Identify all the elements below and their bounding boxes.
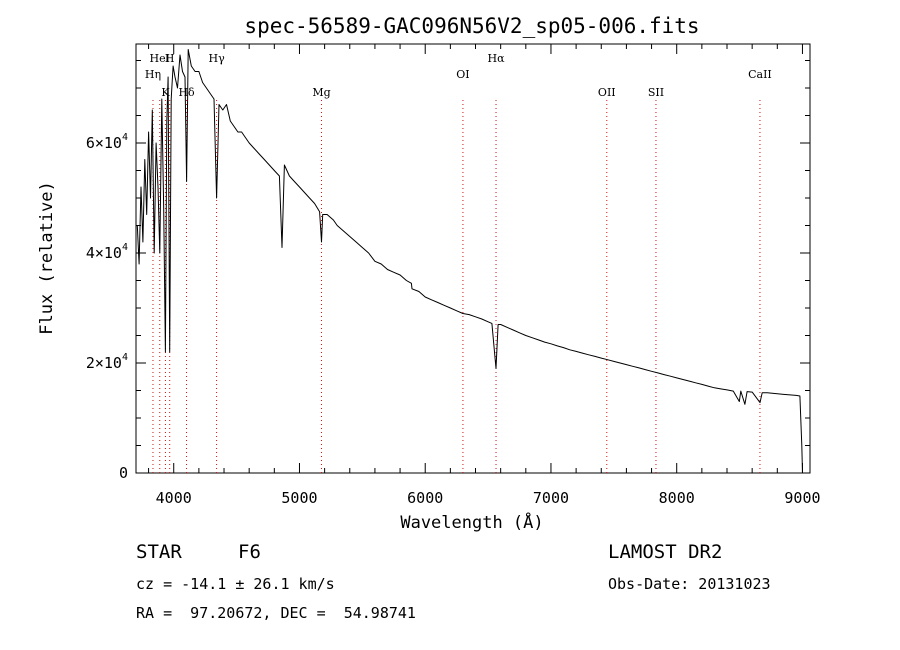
line-marker-label: HeI xyxy=(150,52,170,65)
y-tick-label: 0 xyxy=(119,464,128,482)
series-layer xyxy=(136,49,803,474)
survey-label: LAMOST DR2 xyxy=(608,541,723,563)
subclass-label: F6 xyxy=(238,541,261,563)
x-tick-label: 8000 xyxy=(659,489,695,507)
line-marker-label: SII xyxy=(648,86,664,99)
line-marker-label: Hα xyxy=(487,52,505,65)
spectral-line-markers: HeI HηK H Hδ Hγ Mg OI Hα OII SII CaII xyxy=(145,52,772,473)
line-marker-label: OI xyxy=(456,68,469,81)
line-marker-label: Hδ xyxy=(178,86,195,99)
line-marker-label: H xyxy=(165,52,175,65)
line-marker-label: Hγ xyxy=(209,52,226,65)
y-axis-label: Flux (relative) xyxy=(37,181,57,335)
y-tick-label: 4×104 xyxy=(86,242,128,262)
x-tick-label: 5000 xyxy=(281,489,317,507)
x-tick-label: 6000 xyxy=(407,489,443,507)
plot-frame xyxy=(135,43,811,474)
line-marker-label: CaII xyxy=(748,68,772,81)
x-tick-label: 7000 xyxy=(533,489,569,507)
redshift-text: cz = -14.1 ± 26.1 km/s xyxy=(136,575,335,593)
line-marker-label: OII xyxy=(598,86,616,99)
x-tick-label: 4000 xyxy=(156,489,192,507)
chart-title: spec-56589-GAC096N56V2_sp05-006.fits xyxy=(244,14,699,38)
axis-ticks: 4000 5000 6000 7000 8000 9000 0 2×104 4×104 6×104 xyxy=(86,44,821,507)
x-axis-label: Wavelength (Å) xyxy=(400,511,543,533)
line-marker-label: K xyxy=(161,86,170,99)
spectrum-line xyxy=(136,49,803,474)
x-tick-label: 9000 xyxy=(784,489,820,507)
coordinates-text: RA = 97.20672, DEC = 54.98741 xyxy=(136,604,416,622)
obs-date-text: Obs-Date: 20131023 xyxy=(608,575,771,593)
y-tick-label: 6×104 xyxy=(86,132,128,152)
line-marker-label: Hη xyxy=(145,68,161,81)
line-marker-label: Mg xyxy=(312,86,330,99)
y-tick-label: 2×104 xyxy=(86,352,128,372)
class-label: STAR xyxy=(136,541,182,563)
